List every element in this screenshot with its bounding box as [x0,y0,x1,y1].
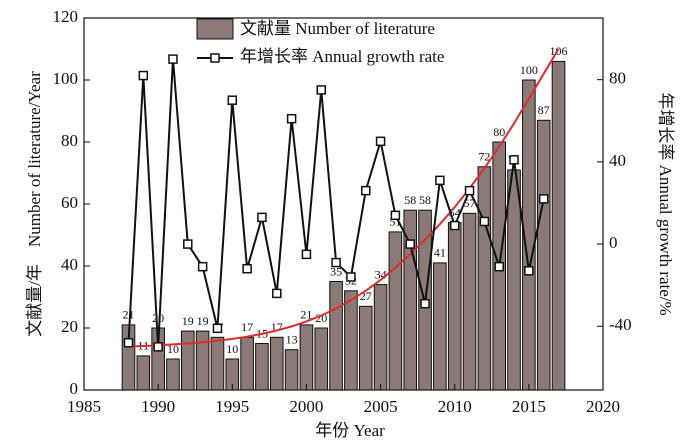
growth-marker [138,70,149,81]
value-label: 80 [493,125,505,139]
growth-marker [123,337,134,348]
growth-marker [197,261,208,272]
x-tick-label: 2020 [586,397,620,416]
value-label: 58 [419,193,431,207]
growth-marker [346,272,356,282]
bar [477,166,492,391]
legend-swatch [196,18,234,40]
bar [269,336,284,391]
value-label: 100 [520,63,538,77]
bar [358,305,373,391]
bar [299,324,314,391]
y-tick-label: 120 [53,7,79,26]
value-label: 21 [122,308,134,322]
growth-marker [390,210,401,221]
trend-line [128,48,560,348]
growth-marker [420,298,430,309]
value-label: 72 [478,150,490,164]
y-tick-label: 100 [53,69,79,88]
growth-marker [286,113,297,124]
bar [210,336,225,391]
value-label: 13 [286,332,298,346]
growth-marker [212,323,223,334]
x-tick-label: 2010 [438,397,472,416]
x-tick-label: 2015 [512,397,546,416]
value-label: 19 [197,314,209,328]
legend-label: 文献量 Number of literature [240,19,435,38]
bar [344,290,358,391]
growth-marker [538,194,549,204]
growth-marker [494,261,504,272]
bar [462,212,477,391]
y2-tick-label: -40 [609,315,632,334]
growth-marker [168,54,178,64]
growth-marker [227,95,238,105]
bar [388,231,403,391]
bar [284,349,299,391]
growth-marker [153,342,163,352]
growth-marker [183,239,193,249]
growth-marker [301,249,312,260]
x-axis-label: 年份 Year [315,421,385,440]
y-tick-label: 20 [61,317,78,336]
value-label: 10 [226,342,238,356]
bar [536,119,551,391]
bar [136,355,151,391]
y-tick-label: 60 [61,193,78,212]
bar [329,281,343,391]
bar [240,336,254,391]
growth-marker [331,257,341,268]
growth-marker [272,288,282,299]
growth-marker [375,136,386,147]
bar [255,343,269,391]
x-tick-label: 2005 [364,397,398,416]
bar [180,330,195,391]
y-tick-label: 40 [61,255,78,274]
y2-tick-label: 80 [609,69,626,88]
growth-marker [479,216,490,227]
growth-marker [435,175,445,186]
legend-label: 年增长率 Annual growth rate [240,47,444,66]
bar [166,358,180,391]
bar [447,222,462,391]
value-label: 17 [241,320,253,334]
y-tick-label: 0 [70,379,79,398]
growth-marker [524,266,534,276]
value-label: 87 [538,103,550,117]
bar [551,60,566,391]
growth-marker [509,155,519,165]
y-tick-label: 80 [61,131,78,150]
y2-tick-label: 40 [609,151,626,170]
value-label: 58 [404,193,416,207]
value-label: 35 [330,264,342,278]
growth-marker [257,212,267,223]
bar [314,327,329,391]
value-label: 106 [550,44,568,58]
value-label: 21 [300,308,312,322]
growth-marker [360,185,371,196]
y-axis-label: 文献量/年 Number of literature/Year [25,71,44,337]
bar [195,330,210,391]
growth-marker [242,263,252,274]
growth-marker [449,220,460,231]
growth-marker [405,239,415,249]
x-tick-label: 1990 [141,397,175,416]
value-label: 20 [152,311,164,325]
growth-marker [464,185,475,196]
value-label: 41 [434,246,446,260]
y2-tick-label: 0 [609,233,618,252]
bar [507,169,521,391]
legend-marker [210,53,220,63]
growth-marker [316,85,327,95]
x-tick-label: 1985 [67,397,101,416]
x-tick-label: 2000 [289,397,323,416]
value-label: 19 [182,314,194,328]
bar [433,262,447,391]
bar [373,284,388,391]
x-tick-label: 1995 [215,397,249,416]
y2-axis-label: 年增长率 Annual growth rate/% [656,92,675,315]
